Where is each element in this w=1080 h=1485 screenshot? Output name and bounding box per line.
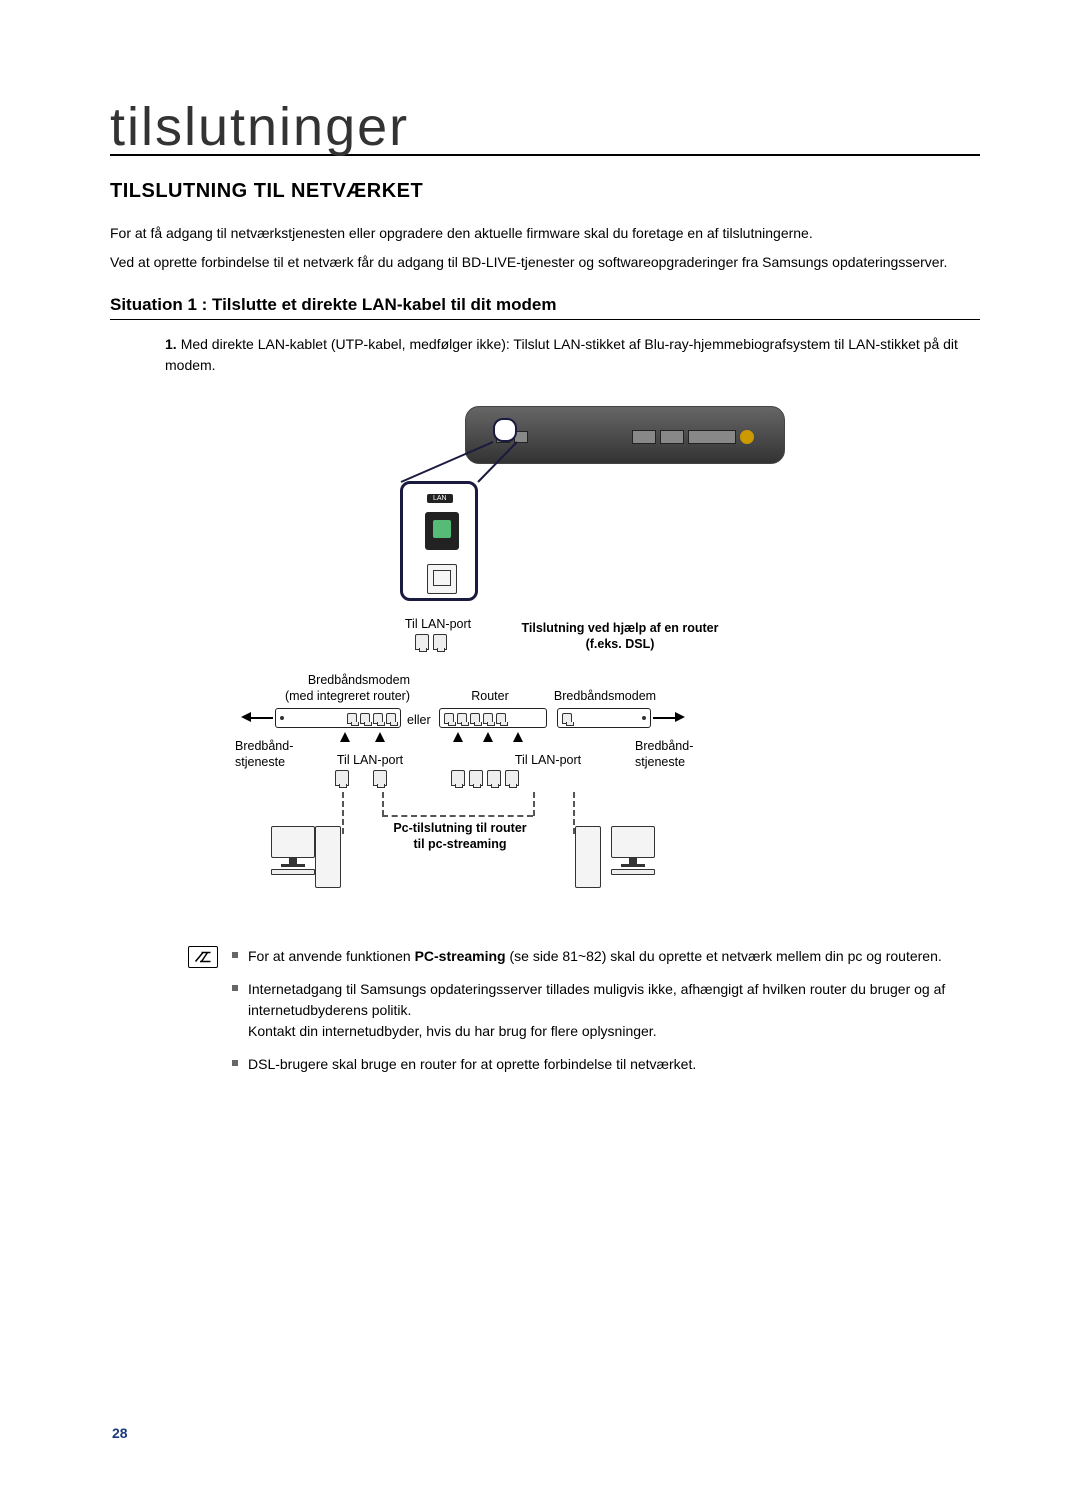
line-to-bb-right: [653, 717, 677, 719]
bb-right-1: Bredbånd-: [635, 739, 693, 753]
dashed-line-left-2: [382, 792, 384, 816]
modem-right-icon: [557, 708, 651, 728]
label-til-lan-port-top: Til LAN-port: [383, 616, 493, 632]
arrow-up-c1: [453, 732, 463, 742]
connection-diagram: LAN Til LAN-port Tilslutning ved hjælp a…: [235, 406, 855, 906]
intro-paragraph-1: For at få adgang til netværkstjenesten e…: [110, 223, 980, 244]
lan-port-source-outline: [493, 418, 517, 442]
pc-stream-1: Pc-tilslutning til router: [393, 821, 526, 835]
intro-paragraph-2: Ved at oprette forbindelse til et netvær…: [110, 252, 980, 273]
label-eller: eller: [407, 712, 431, 728]
lan-plugs-center: [451, 770, 519, 786]
dashed-line-left-1: [342, 792, 344, 834]
note-1-part-c: (se side 81~82) skal du oprette et netvæ…: [506, 948, 942, 964]
label-router: Router: [460, 688, 520, 704]
router-icon: [439, 708, 547, 728]
step-1-text: Med direkte LAN-kablet (UTP-kabel, medfø…: [165, 336, 958, 373]
bb-left-2: stjeneste: [235, 755, 285, 769]
note-item-3: DSL-brugere skal bruge en router for at …: [232, 1054, 980, 1075]
lan-plugs-top: [415, 634, 447, 650]
note-1-part-a: For at anvende funktionen: [248, 948, 415, 964]
bullet-icon: [232, 1060, 238, 1066]
pc-right-tower-icon: [575, 826, 601, 888]
lan-plugs-left: [335, 770, 387, 786]
step-1: 1.Med direkte LAN-kablet (UTP-kabel, med…: [165, 334, 980, 376]
note-1-part-b: PC-streaming: [415, 948, 506, 964]
pc-stream-2: til pc-streaming: [413, 837, 506, 851]
arrow-up-left-1: [340, 732, 350, 742]
sub-heading: Situation 1 : Tilslutte et direkte LAN-k…: [110, 295, 980, 320]
line-to-bb-left: [249, 717, 273, 719]
note-2-part-a: Internetadgang til Samsungs opdateringss…: [248, 981, 945, 1018]
router-title-line1: Tilslutning ved hjælp af en router: [521, 621, 718, 635]
label-bb-service-left: Bredbånd- stjeneste: [235, 738, 315, 771]
section-heading: TILSLUTNING TIL NETVÆRKET: [110, 180, 980, 203]
bullet-icon: [232, 985, 238, 991]
router-title-line2: (f.eks. DSL): [586, 637, 655, 651]
chapter-title: tilslutninger: [110, 100, 980, 156]
note-icon: [188, 946, 218, 968]
label-modem-right: Bredbåndsmodem: [540, 688, 670, 704]
arrow-bb-left: [241, 712, 251, 722]
bullet-icon: [232, 952, 238, 958]
pc-left-icon: [265, 826, 321, 886]
step-1-number: 1.: [165, 336, 177, 352]
note-item-2: Internetadgang til Samsungs opdateringss…: [232, 979, 980, 1042]
bb-left-1: Bredbånd-: [235, 739, 293, 753]
label-til-lan-port-left: Til LAN-port: [325, 752, 415, 768]
modem-left-line2: (med integreret router): [285, 689, 410, 703]
dashed-h-line: [382, 815, 533, 817]
page-number: 28: [112, 1425, 128, 1441]
lan-label: LAN: [427, 494, 453, 503]
pc-right-icon: [605, 826, 661, 886]
modem-left-icon: [275, 708, 401, 728]
arrow-up-c2: [483, 732, 493, 742]
arrow-up-left-2: [375, 732, 385, 742]
arrow-bb-right: [675, 712, 685, 722]
label-router-connection-title: Tilslutning ved hjælp af en router (f.ek…: [505, 620, 735, 653]
label-til-lan-port-center: Til LAN-port: [503, 752, 593, 768]
note-3-text: DSL-brugere skal bruge en router for at …: [248, 1054, 696, 1075]
dashed-line-right-1: [533, 792, 535, 816]
lan-port-zoom: LAN: [400, 481, 478, 601]
bb-right-2: stjeneste: [635, 755, 685, 769]
modem-left-line1: Bredbåndsmodem: [308, 673, 410, 687]
label-pc-streaming: Pc-tilslutning til router til pc-streami…: [365, 820, 555, 853]
label-modem-integrated: Bredbåndsmodem (med integreret router): [245, 672, 410, 705]
label-bb-service-right: Bredbånd- stjeneste: [635, 738, 715, 771]
note-2-part-b: Kontakt din internetudbyder, hvis du har…: [248, 1023, 657, 1039]
note-block: For at anvende funktionen PC-streaming (…: [188, 946, 980, 1087]
note-item-1: For at anvende funktionen PC-streaming (…: [232, 946, 980, 967]
arrow-up-c3: [513, 732, 523, 742]
pc-left-tower-icon: [315, 826, 341, 888]
note-list: For at anvende funktionen PC-streaming (…: [232, 946, 980, 1087]
